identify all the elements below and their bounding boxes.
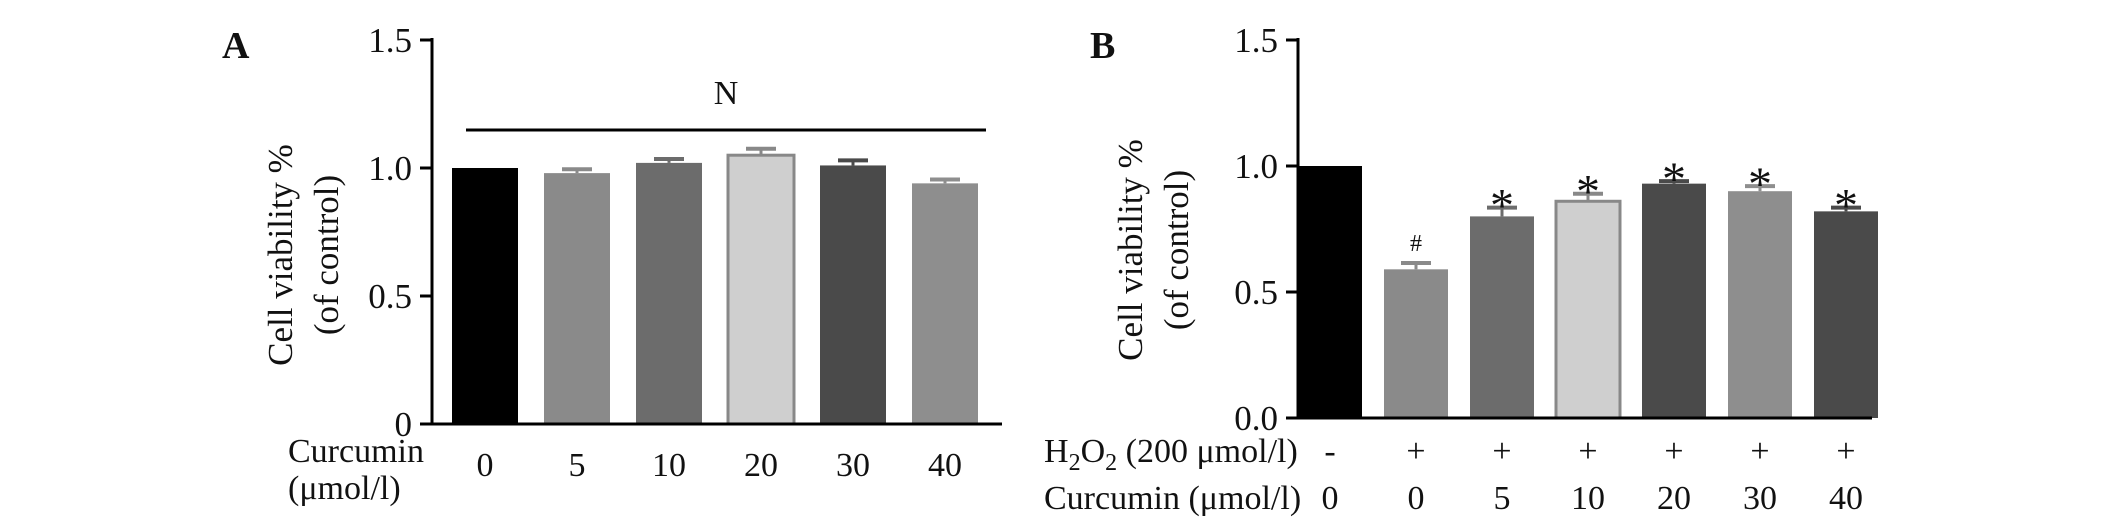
- panel-b-h2o2-row-values: - + + + + + +: [1324, 433, 1855, 470]
- bar: [726, 153, 796, 426]
- panel-a-label: A: [222, 25, 250, 67]
- panel-a-y-axis-title: Cell viability % (of control): [261, 144, 346, 366]
- x-tick-label: 5: [1494, 480, 1511, 517]
- h2o2-row-value: +: [1578, 433, 1597, 470]
- y-tick-label: 1.0: [368, 149, 412, 188]
- x-tick-label: 40: [928, 447, 962, 484]
- h2o2-row-value: +: [1492, 433, 1511, 470]
- panel-b-x-tick-labels: 0 0 5 10 20 30 40: [1322, 480, 1864, 517]
- panel-b-significance-markers: # * * * * *: [1410, 153, 1858, 257]
- x-tick-label: 0: [1408, 480, 1425, 517]
- y-tick-label: 1.0: [1234, 147, 1278, 186]
- y-tick-label: 0.0: [1234, 399, 1278, 438]
- bar: [1554, 199, 1622, 420]
- panel-b-label: B: [1090, 25, 1115, 67]
- panel-a-significance-label: N: [714, 75, 739, 112]
- x-tick-label: 0: [1322, 480, 1339, 517]
- y-tick-label: 0: [395, 405, 413, 444]
- significance-marker-star: *: [1748, 158, 1772, 211]
- bar: [1298, 166, 1362, 418]
- panel-b-y-axis-title-line1: Cell viability %: [1111, 139, 1150, 361]
- h2o2-row-value: +: [1664, 433, 1683, 470]
- x-tick-label: 30: [1743, 480, 1777, 517]
- panel-b-y-axis-title: Cell viability % (of control): [1111, 139, 1196, 361]
- x-tick-label: 30: [836, 447, 870, 484]
- bar: [544, 173, 610, 424]
- panel-a-y-ticks: 0 0.5 1.0 1.5: [368, 21, 432, 444]
- bar: [452, 168, 518, 424]
- bar: [1728, 191, 1792, 418]
- panel-a-error-bars: [562, 146, 960, 184]
- bar: [636, 162, 702, 424]
- bar: [912, 183, 978, 424]
- panel-a-y-axis-title-line1: Cell viability %: [261, 144, 300, 366]
- bar: [1814, 211, 1878, 418]
- panel-b-curcumin-row-label: Curcumin (μmol/l): [1044, 480, 1301, 517]
- y-tick-label: 1.5: [1234, 21, 1278, 60]
- h2o2-row-value: +: [1836, 433, 1855, 470]
- x-tick-label: 20: [744, 447, 778, 484]
- h2o2-row-value: +: [1406, 433, 1425, 470]
- panel-b-error-bars: [1401, 179, 1861, 270]
- bar: [1470, 216, 1534, 418]
- significance-marker-star: *: [1834, 180, 1858, 233]
- y-tick-label: 0.5: [368, 277, 412, 316]
- x-tick-label: 10: [652, 447, 686, 484]
- x-tick-label: 40: [1829, 480, 1863, 517]
- panel-a-x-tick-labels: 0 5 10 20 30 40: [477, 447, 963, 484]
- y-tick-label: 1.5: [368, 21, 412, 60]
- significance-marker-star: *: [1662, 153, 1686, 206]
- significance-marker-star: *: [1576, 166, 1600, 219]
- panel-a-row-label-line1: Curcumin: [288, 433, 424, 470]
- panel-b: B Cell viability % (of control) 0.0 0.5 1.…: [1044, 21, 1878, 517]
- y-tick-label: 0.5: [1234, 273, 1278, 312]
- x-tick-label: 10: [1571, 480, 1605, 517]
- panel-a-row-label-line2: (μmol/l): [288, 470, 401, 507]
- panel-a-bars: [452, 153, 978, 426]
- panel-a: A Cell viability % (of control) 0 0.5 1.0 1…: [222, 21, 1002, 507]
- h2o2-row-value: -: [1324, 433, 1335, 470]
- panel-b-y-axis-title-line2: (of control): [1157, 170, 1196, 330]
- bar: [820, 165, 886, 424]
- bar: [1642, 183, 1706, 418]
- x-tick-label: 0: [477, 447, 494, 484]
- panel-a-y-axis-title-line2: (of control): [307, 175, 346, 335]
- h2o2-row-value: +: [1750, 433, 1769, 470]
- x-tick-label: 20: [1657, 480, 1691, 517]
- significance-marker-hash: #: [1410, 231, 1422, 257]
- panel-b-h2o2-row-label: H2O2 (200 μmol/l): [1044, 433, 1298, 476]
- panel-b-y-ticks: 0.0 0.5 1.0 1.5: [1234, 21, 1298, 438]
- x-tick-label: 5: [569, 447, 586, 484]
- significance-marker-star: *: [1490, 180, 1514, 233]
- bar: [1384, 269, 1448, 418]
